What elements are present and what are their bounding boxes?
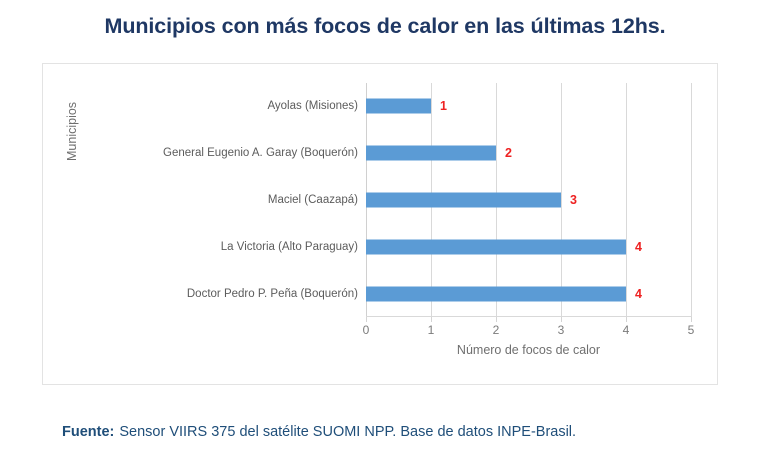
x-axis-tick-label: 3: [557, 323, 565, 337]
x-axis-tick-mark: [496, 317, 497, 322]
bar[interactable]: [366, 98, 431, 114]
bar-data-label: 2: [505, 146, 512, 161]
category-label: General Eugenio A. Garay (Boquerón): [163, 147, 358, 160]
gridline: [561, 83, 562, 317]
bar[interactable]: [366, 286, 626, 302]
gridline: [626, 83, 627, 317]
bar[interactable]: [366, 145, 496, 161]
x-axis-line: [366, 316, 691, 317]
source-footer: Fuente: Sensor VIIRS 375 del satélite SUO…: [62, 424, 576, 440]
source-label: Fuente:: [62, 424, 115, 440]
category-label: Doctor Pedro P. Peña (Boquerón): [186, 287, 358, 300]
bar-data-label: 1: [440, 99, 447, 114]
bar-row: Doctor Pedro P. Peña (Boquerón) 4: [187, 270, 691, 317]
bar-data-label: 4: [635, 286, 642, 301]
bar-data-label: 3: [570, 192, 577, 207]
x-axis-tick-mark: [561, 317, 562, 322]
source-text: Sensor VIIRS 375 del satélite SUOMI NPP.…: [119, 424, 577, 440]
page-title: Municipios con más focos de calor en las…: [104, 14, 666, 38]
plot-area: 0 1 2 3 4 5 Ayolas (Misiones) 1 General Eugenio …: [163, 83, 694, 337]
bar-row: Ayolas (Misiones) 1: [267, 83, 691, 130]
x-axis-tick-mark: [366, 317, 367, 322]
x-axis-tick-label: 5: [687, 323, 695, 337]
bar-row: Maciel (Caazapá) 3: [268, 177, 691, 224]
category-label: Ayolas (Misiones): [267, 100, 358, 113]
bar-row: General Eugenio A. Garay (Boquerón) 2: [163, 130, 691, 177]
category-label: Maciel (Caazapá): [267, 193, 358, 206]
x-axis-tick-label: 4: [622, 323, 630, 337]
bar-row: La Victoria (Alto Paraguay) 4: [221, 223, 691, 270]
bar-data-label: 4: [635, 239, 642, 254]
y-axis-title: Municipios: [65, 101, 79, 161]
x-axis-tick-label: 1: [427, 323, 435, 337]
x-axis-title: Número de focos de calor: [456, 343, 601, 357]
category-label: La Victoria (Alto Paraguay): [220, 240, 358, 253]
gridline: [691, 83, 692, 317]
x-axis-tick-mark: [691, 317, 692, 322]
bar[interactable]: [366, 239, 626, 255]
x-axis-tick-label: 0: [362, 323, 370, 337]
x-axis-tick-mark: [431, 317, 432, 322]
x-axis-tick-mark: [626, 317, 627, 322]
bar[interactable]: [366, 192, 561, 208]
chart-container: Municipios 0 1 2 3 4 5 Ayolas (Misiones) 1 Gener…: [42, 63, 718, 385]
x-axis-tick-label: 2: [492, 323, 500, 337]
